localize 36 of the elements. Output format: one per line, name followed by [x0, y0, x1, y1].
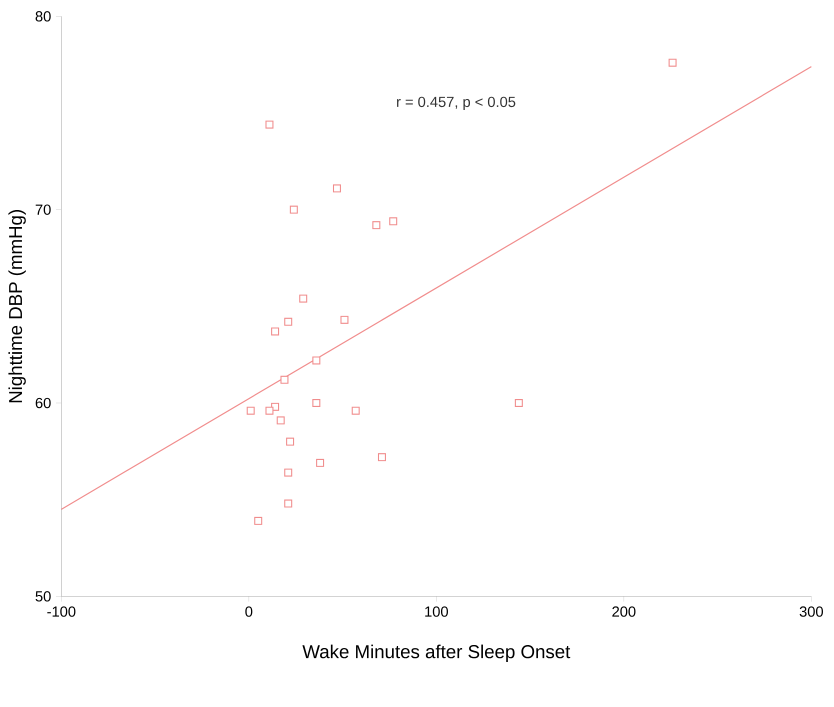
point — [668, 58, 677, 67]
point — [389, 217, 398, 226]
point — [372, 221, 380, 230]
x-tick-label: 200 — [612, 606, 636, 617]
x-tick-label: 300 — [800, 606, 823, 617]
point — [378, 453, 386, 462]
annotation: r = 0.457, p < 0.05 — [397, 96, 516, 110]
y-tick-label: 80 — [36, 11, 51, 22]
point — [280, 376, 288, 384]
point — [352, 406, 360, 415]
y-tick-label: 60 — [36, 398, 51, 408]
point — [271, 327, 280, 336]
point — [284, 500, 292, 508]
y-axis-title: Nighttime DBP (mmHg) — [8, 210, 26, 402]
point — [514, 399, 523, 407]
point — [312, 356, 320, 364]
point — [286, 438, 294, 446]
point — [299, 294, 308, 303]
point — [254, 516, 262, 525]
x-tick-label: 100 — [425, 606, 448, 617]
point — [284, 468, 292, 477]
point — [312, 399, 320, 407]
point — [290, 206, 298, 214]
y-tick-label: 50 — [36, 591, 51, 602]
point — [332, 184, 341, 192]
point — [340, 316, 348, 324]
y-tick-label: 70 — [36, 204, 51, 215]
point — [284, 318, 292, 326]
point — [265, 406, 274, 415]
point — [316, 458, 324, 467]
point — [276, 416, 285, 424]
x-tick-label: -100 — [47, 606, 76, 617]
x-tick-label: 0 — [245, 606, 252, 617]
point — [265, 120, 274, 129]
point — [246, 406, 255, 415]
x-axis-title: Wake Minutes after Sleep Onset — [302, 644, 570, 662]
